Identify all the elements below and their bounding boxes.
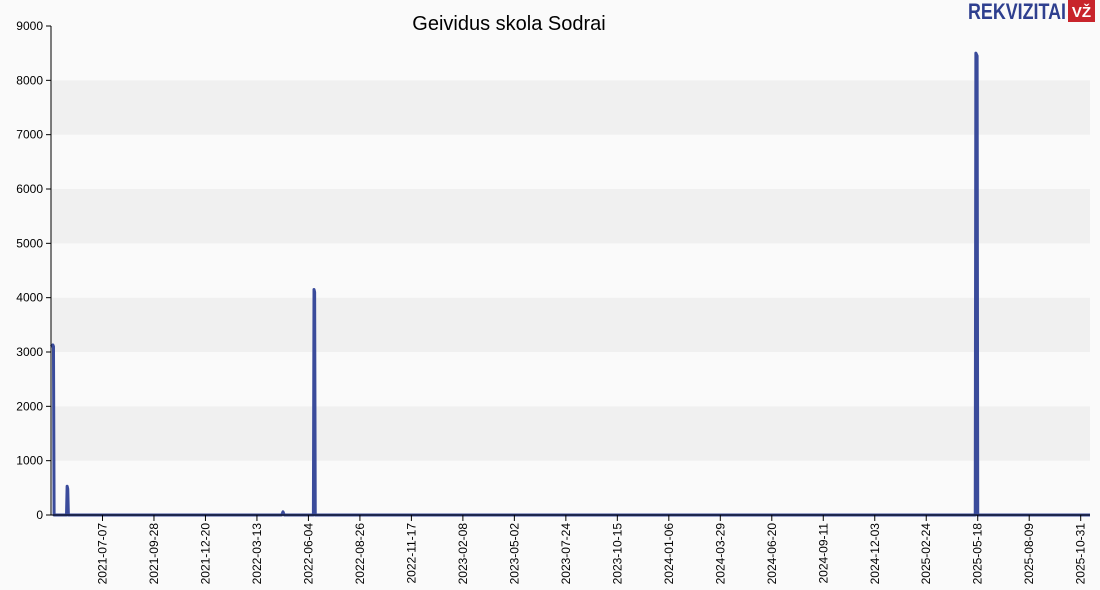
x-tick-label: 2022-11-17 — [404, 523, 418, 584]
x-tick-label: 2024-09-11 — [816, 523, 830, 584]
grid-band — [51, 189, 1090, 244]
x-tick-label: 2022-08-26 — [353, 523, 367, 585]
x-tick-label: 2025-08-09 — [1022, 523, 1036, 585]
y-tick-label: 6000 — [16, 182, 43, 196]
grid-band — [51, 460, 1090, 515]
y-tick-label: 9000 — [16, 19, 43, 33]
grid-band — [51, 134, 1090, 189]
x-tick-label: 2022-06-04 — [301, 523, 315, 585]
grid-band — [51, 26, 1090, 81]
x-axis: 2021-07-07 2021-09-28 2021-12-20 2022-03-13… — [51, 514, 1090, 585]
logo-badge-text: VŽ — [1072, 3, 1091, 21]
grid-band — [51, 297, 1090, 352]
logo: REKVIZITAI VŽ — [968, 0, 1095, 24]
x-tick-label: 2024-03-29 — [713, 523, 727, 585]
y-tick-label: 1000 — [16, 454, 43, 468]
grid-bands — [51, 26, 1090, 515]
y-tick-label: 7000 — [16, 128, 43, 142]
x-tick-label: 2021-07-07 — [95, 523, 109, 585]
y-tick-label: 3000 — [16, 345, 43, 359]
x-tick-label: 2024-12-03 — [868, 523, 882, 585]
y-tick-label: 5000 — [16, 236, 43, 250]
grid-band — [51, 352, 1090, 407]
x-tick-label: 2025-05-18 — [971, 523, 985, 585]
x-tick-label: 2021-12-20 — [198, 523, 212, 585]
y-tick-label: 0 — [36, 508, 43, 522]
x-tick-label: 2023-07-24 — [559, 523, 573, 585]
grid-band — [51, 80, 1090, 135]
chart-title: Geividus skola Sodrai — [412, 13, 605, 35]
y-tick-label: 2000 — [16, 399, 43, 413]
grid-band — [51, 243, 1090, 298]
logo-badge — [1068, 0, 1095, 22]
x-tick-label: 2023-10-15 — [610, 523, 624, 585]
x-tick-label: 2021-09-28 — [147, 523, 161, 585]
x-tick-label: 2023-05-02 — [507, 523, 521, 585]
x-tick-label: 2025-02-24 — [919, 523, 933, 585]
grid-band — [51, 406, 1090, 461]
logo-wordmark: REKVIZITAI — [968, 0, 1066, 24]
y-tick-label: 4000 — [16, 291, 43, 305]
y-tick-label: 8000 — [16, 73, 43, 87]
x-tick-label: 2024-06-20 — [765, 523, 779, 585]
x-tick-label: 2024-01-06 — [662, 523, 676, 585]
x-tick-label: 2022-03-13 — [250, 523, 264, 585]
x-tick-label: 2023-02-08 — [456, 523, 470, 585]
x-tick-label: 2025-10-31 — [1074, 523, 1088, 585]
y-axis: 0 1000 2000 3000 4000 5000 6000 7000 8000 9000 — [16, 19, 52, 522]
